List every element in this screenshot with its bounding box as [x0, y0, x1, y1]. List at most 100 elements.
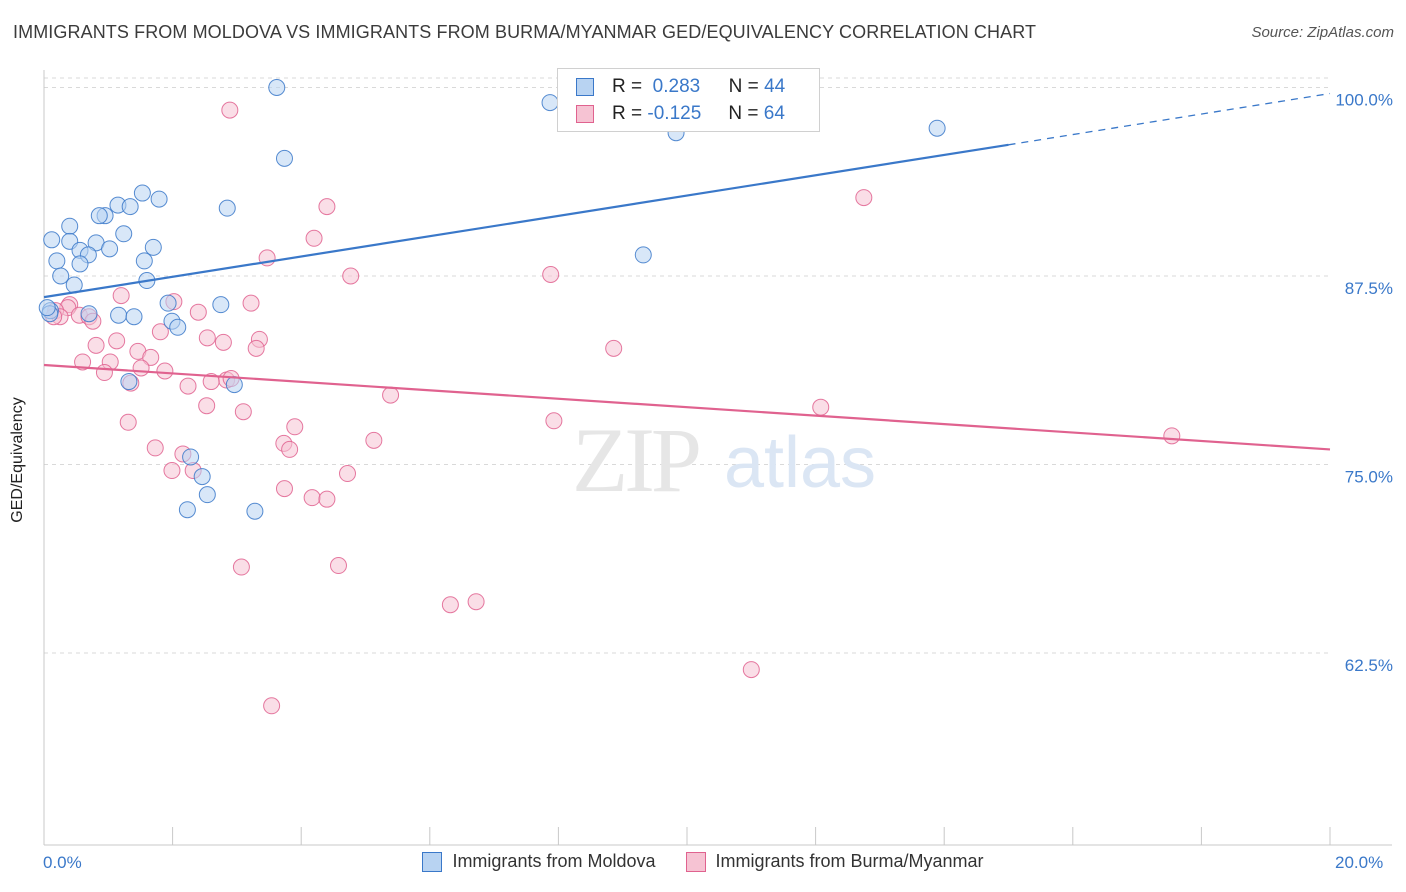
data-point: [95, 364, 113, 382]
series-legend-swatch-burma: [685, 851, 706, 872]
legend-swatch-moldova: [576, 78, 594, 96]
trend-line-burma: [43, 363, 1331, 451]
series-legend: Immigrants from Moldova Immigrants from …: [0, 851, 1406, 872]
data-point: [163, 462, 181, 480]
moldova-points: [38, 79, 946, 520]
data-point: [74, 353, 92, 371]
data-point: [90, 207, 108, 225]
data-point: [305, 229, 323, 247]
data-point: [214, 333, 232, 351]
data-point: [246, 502, 264, 520]
data-point: [855, 189, 873, 207]
data-point: [225, 376, 243, 394]
legend-n-label: N =: [728, 76, 759, 97]
data-point: [159, 294, 177, 312]
data-point: [303, 489, 321, 507]
data-point: [742, 661, 760, 679]
data-point: [234, 403, 252, 421]
data-point: [342, 267, 360, 285]
data-point: [541, 94, 559, 112]
axes: [43, 70, 1392, 846]
watermark-atlas: atlas: [724, 423, 876, 503]
legend-r-value-burma: -0.125: [647, 103, 702, 124]
series-legend-moldova: Immigrants from Moldova: [422, 851, 656, 872]
data-point: [101, 240, 119, 258]
data-point: [382, 386, 400, 404]
legend-row-burma: R = -0.125 N = 64: [576, 101, 785, 127]
chart-source: Source: ZipAtlas.com: [1251, 24, 1394, 41]
data-point: [218, 199, 236, 217]
burma-points: [45, 101, 1181, 715]
data-point: [1163, 427, 1181, 445]
data-point: [133, 184, 151, 202]
y-tick-label: 75.0%: [1345, 468, 1393, 487]
data-point: [121, 198, 139, 216]
trend-lines: [43, 92, 1331, 451]
legend-n-label: N =: [728, 103, 759, 124]
data-point: [146, 439, 164, 457]
data-point: [38, 299, 56, 317]
chart-title: IMMIGRANTS FROM MOLDOVA VS IMMIGRANTS FR…: [13, 22, 1037, 42]
data-point: [87, 336, 105, 354]
data-point: [179, 377, 197, 395]
y-tick-labels: 62.5% 75.0% 87.5% 100.0%: [1335, 91, 1393, 676]
data-point: [275, 149, 293, 167]
y-tick-label: 62.5%: [1345, 656, 1393, 675]
data-point: [202, 373, 220, 391]
legend-r-label: R =: [612, 103, 643, 124]
data-point: [151, 323, 169, 341]
data-point: [545, 412, 563, 430]
data-point: [48, 252, 66, 270]
series-legend-swatch-moldova: [422, 851, 443, 872]
data-point: [812, 398, 830, 416]
data-point: [178, 501, 196, 519]
data-point: [119, 413, 137, 431]
data-point: [135, 252, 153, 270]
y-tick-label: 87.5%: [1345, 279, 1393, 298]
data-point: [80, 305, 98, 323]
data-point: [928, 119, 946, 137]
data-point: [263, 697, 281, 715]
series-legend-burma: Immigrants from Burma/Myanmar: [685, 851, 984, 872]
series-legend-label-burma: Immigrants from Burma/Myanmar: [715, 851, 984, 871]
trend-line-moldova-extension: [1008, 92, 1331, 146]
data-point: [286, 418, 304, 436]
data-point: [542, 265, 560, 283]
data-point: [242, 294, 260, 312]
data-point: [338, 465, 356, 483]
data-point: [193, 468, 211, 486]
data-point: [212, 296, 230, 314]
legend-n-value-moldova: 44: [764, 76, 786, 97]
y-axis-label: GED/Equivalency: [9, 397, 26, 523]
legend-r-label: R =: [612, 76, 643, 97]
data-point: [221, 101, 239, 119]
data-point: [189, 303, 207, 321]
correlation-legend: R = 0.283 N = 44 R = -0.125 N = 64: [557, 68, 820, 132]
legend-row-moldova: R = 0.283 N = 44: [576, 74, 785, 100]
data-point: [365, 431, 383, 449]
data-point: [198, 329, 216, 347]
data-point: [605, 339, 623, 357]
data-point: [268, 79, 286, 96]
x-tick-label-max: 20.0%: [1335, 853, 1384, 872]
data-point: [329, 557, 347, 575]
data-point: [156, 362, 174, 380]
trend-line-moldova: [43, 143, 1009, 299]
data-point: [120, 373, 138, 391]
data-point: [71, 255, 89, 273]
legend-r-value-moldova: 0.283: [652, 76, 701, 97]
data-point: [634, 246, 652, 264]
data-point: [275, 480, 293, 498]
watermark-zip: ZIP: [572, 409, 699, 511]
data-point: [198, 486, 216, 504]
data-point: [108, 332, 126, 350]
data-point: [52, 267, 70, 285]
data-point: [318, 198, 336, 216]
data-point: [43, 231, 61, 249]
data-point: [142, 348, 160, 366]
data-point: [110, 306, 128, 324]
legend-swatch-burma: [576, 105, 594, 123]
data-point: [441, 596, 459, 614]
data-point: [182, 448, 200, 466]
